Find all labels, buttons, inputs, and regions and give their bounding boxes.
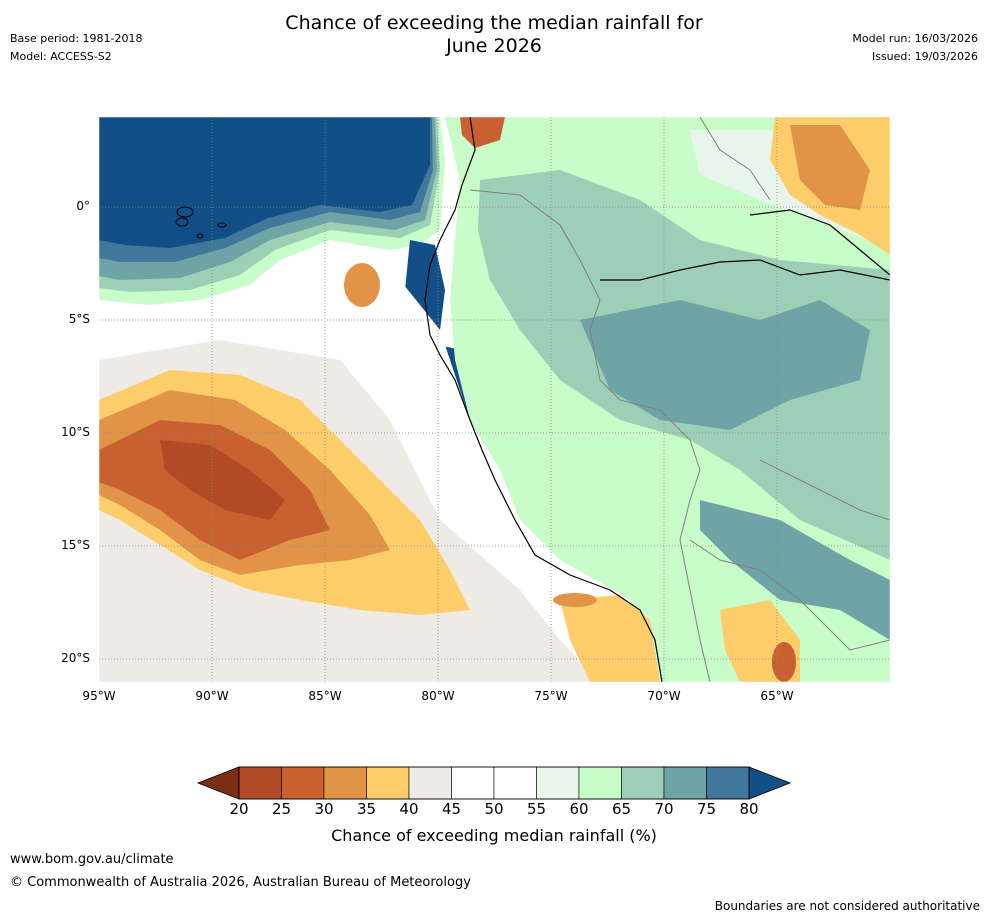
colorbar-cell — [493, 766, 537, 800]
meta-right: Model run: 16/03/2026 Issued: 19/03/2026 — [852, 30, 978, 66]
map-frame — [98, 116, 891, 683]
issued-date: Issued: 19/03/2026 — [871, 50, 978, 63]
river-line — [600, 259, 891, 281]
meta-left: Base period: 1981-2018 Model: ACCESS-S2 — [10, 30, 142, 66]
colorbar-cell — [663, 766, 707, 800]
border-line-3 — [759, 459, 891, 521]
lat-label-20s: 20°S — [61, 651, 90, 665]
colorbar-cell — [536, 766, 580, 800]
region-se-orange — [772, 642, 796, 682]
colorbar-tick-label: 50 — [484, 800, 504, 818]
title-line-1: Chance of exceeding the median rainfall … — [285, 12, 703, 34]
colorbar — [196, 766, 792, 800]
colorbar-arrow-low — [196, 766, 240, 800]
region-land-se-blue — [700, 500, 890, 640]
colorbar-tick-label: 40 — [399, 800, 419, 818]
colorbar-tick-label: 25 — [271, 800, 292, 818]
colorbar-arrow-high — [748, 766, 792, 800]
colorbar-tick-label: 65 — [611, 800, 632, 818]
colorbar-cell — [281, 766, 325, 800]
colorbar-tick-label: 35 — [356, 800, 377, 818]
lon-label-70w: 70°W — [647, 689, 681, 703]
colorbar-tick-label: 45 — [441, 800, 462, 818]
colorbar-cells — [238, 766, 750, 800]
footer-url: www.bom.gov.au/climate — [10, 852, 174, 867]
colorbar-tick-label: 60 — [569, 800, 589, 818]
colorbar-cell — [408, 766, 452, 800]
footer-copyright: © Commonwealth of Australia 2026, Austra… — [10, 875, 471, 890]
lat-label-10s: 10°S — [61, 425, 90, 439]
colorbar-tick-label: 80 — [739, 800, 759, 818]
lat-label-5s: 5°S — [68, 312, 90, 326]
river-line-north — [749, 209, 891, 276]
lon-label-95w: 95°W — [82, 689, 116, 703]
colorbar-title: Chance of exceeding median rainfall (%) — [331, 826, 657, 845]
lon-label-75w: 75°W — [534, 689, 568, 703]
galapagos-island-2 — [175, 217, 189, 227]
galapagos-island-3 — [217, 222, 227, 228]
region-land-70-75 — [580, 300, 870, 430]
galapagos-island-4 — [196, 233, 204, 239]
border-line-1 — [469, 189, 711, 683]
base-period: Base period: 1981-2018 — [10, 32, 143, 45]
lon-label-90w: 90°W — [195, 689, 229, 703]
colorbar-tick-label: 20 — [229, 800, 249, 818]
lon-label-80w: 80°W — [421, 689, 455, 703]
colorbar-cell — [706, 766, 750, 800]
colorbar-cell — [238, 766, 282, 800]
colorbar-cell — [451, 766, 495, 800]
colorbar-tick-label: 70 — [654, 800, 674, 818]
footer-disclaimer: Boundaries are not considered authoritat… — [714, 899, 980, 913]
region-small-orange-2 — [553, 593, 597, 607]
colorbar-cell — [578, 766, 622, 800]
lat-label-15s: 15°S — [61, 538, 90, 552]
colorbar-cell — [366, 766, 410, 800]
colorbar-cell — [323, 766, 367, 800]
region-over-80-nw — [99, 117, 430, 248]
map-title: Chance of exceeding the median rainfall … — [0, 12, 988, 58]
title-line-2: June 2026 — [446, 35, 542, 57]
region-sw-20-25 — [160, 440, 285, 520]
colorbar-frame — [238, 766, 750, 800]
border-line-2 — [699, 116, 771, 201]
colorbar-tick-label: 30 — [314, 800, 334, 818]
region-small-orange-1 — [344, 263, 380, 307]
galapagos-island-1 — [176, 206, 194, 218]
region-ne-orange — [790, 125, 870, 210]
coastline — [424, 116, 663, 683]
model-name: Model: ACCESS-S2 — [10, 50, 112, 63]
border-line-4 — [689, 539, 891, 651]
colorbar-cell — [621, 766, 665, 800]
colorbar-tick-label: 55 — [526, 800, 547, 818]
lat-label-0: 0° — [76, 199, 90, 213]
region-south-yellow — [560, 595, 660, 682]
map-shading — [99, 117, 890, 682]
lon-label-65w: 65°W — [760, 689, 794, 703]
grid-lines — [99, 117, 890, 682]
lon-label-85w: 85°W — [308, 689, 342, 703]
model-run: Model run: 16/03/2026 — [852, 32, 978, 45]
colorbar-tick-label: 75 — [696, 800, 717, 818]
